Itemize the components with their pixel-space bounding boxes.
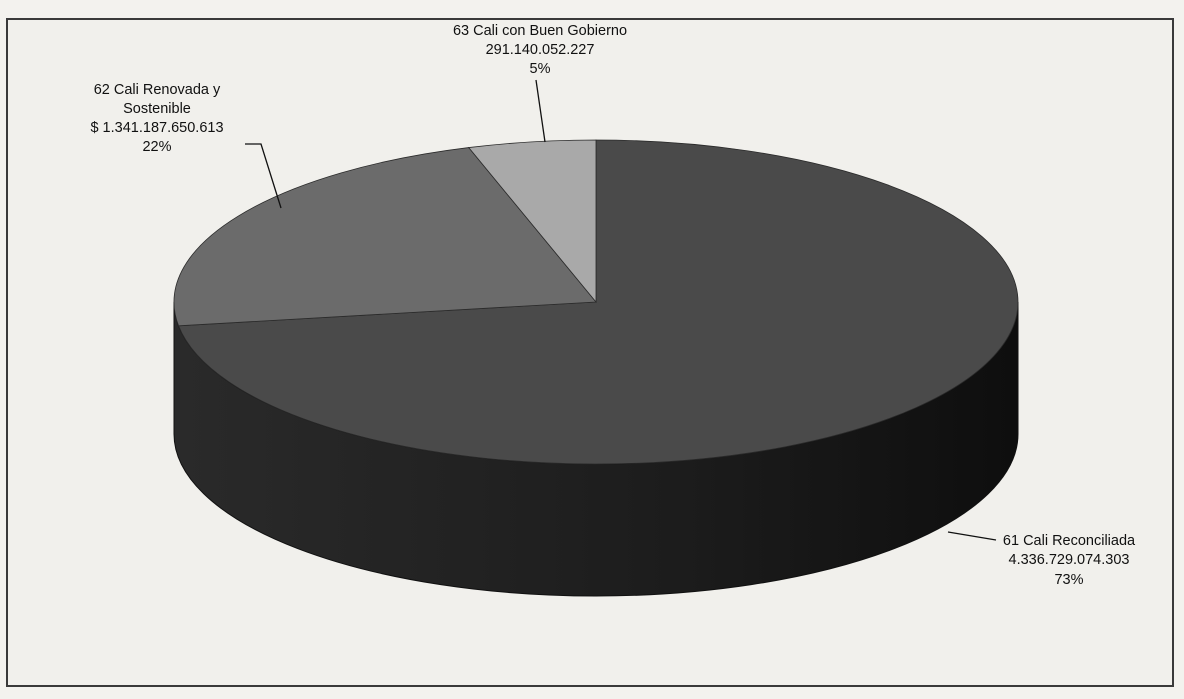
slice-label-62-name-line1: 62 Cali Renovada y [94,82,221,98]
pie-slice-61 [178,139,1019,465]
slice-label-62-name-line2: Sostenible [123,101,191,117]
pie-slice-63 [467,139,597,304]
slice-label-61-percent: 73% [1054,572,1083,588]
leader-lines [245,79,997,541]
leader-line-61 [947,531,997,541]
leader-line-62 [245,143,282,209]
pie-top-face [173,139,1019,465]
slice-label-62-percent: 22% [142,139,171,155]
slice-label-63-name: 63 Cali con Buen Gobierno [453,23,627,39]
slice-label-62-value: $ 1.341.187.650.613 [90,120,223,136]
slice-label-63-percent: 5% [530,61,551,77]
slice-label-61-name: 61 Cali Reconciliada [1003,533,1136,549]
slice-label-63-value: 291.140.052.227 [486,42,595,58]
leader-line-63 [535,79,546,143]
pie-slice-62 [173,147,597,327]
slice-label-61-value: 4.336.729.074.303 [1009,552,1130,568]
